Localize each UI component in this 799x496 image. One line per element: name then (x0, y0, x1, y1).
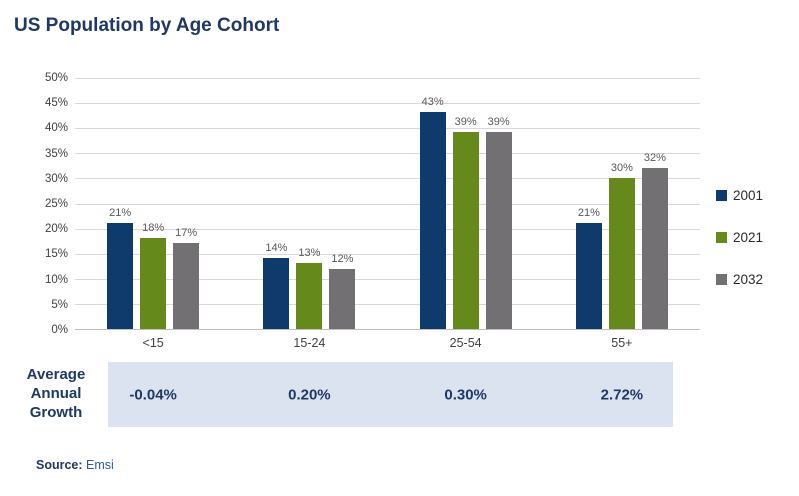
bar-value-label: 43% (421, 96, 444, 109)
legend-swatch-icon (716, 231, 727, 243)
bar-2032-25-54 (485, 132, 512, 329)
source-value: Emsi (86, 458, 114, 472)
bar-2032-<15 (173, 243, 200, 329)
y-tick-label: 45% (44, 97, 68, 110)
bar-value-label: 18% (142, 222, 165, 235)
bar-2021-15-24 (296, 263, 323, 329)
legend-label: 2001 (733, 187, 764, 203)
legend-swatch-icon (716, 189, 727, 201)
bar-value-label: 21% (109, 207, 132, 220)
bar-2021-25-54 (452, 132, 479, 329)
bar-2001-25-54 (419, 112, 446, 329)
bar-value-label: 12% (331, 252, 354, 265)
x-category-label: 25-54 (449, 336, 482, 350)
gridline (75, 127, 700, 129)
bar-value-label: 32% (643, 151, 666, 164)
gridline (75, 203, 700, 205)
growth-row-label: Average Annual Growth (26, 366, 86, 421)
legend: 2001 2021 2032 (716, 186, 763, 312)
gridline (75, 304, 700, 306)
bar-value-label: 17% (175, 227, 198, 240)
y-tick-label: 25% (44, 198, 68, 210)
legend-item-2032: 2032 (716, 270, 763, 288)
bar-value-label: 14% (265, 242, 288, 255)
y-axis-labels: 0% 5% 10% 15% 20% 25% 30% 35% 40% 45% 50% (28, 72, 68, 336)
y-tick-label: 30% (44, 172, 68, 185)
growth-band: -0.04% 0.20% 0.30% 2.72% (108, 362, 673, 427)
gridline (75, 153, 700, 155)
y-tick-label: 15% (44, 248, 68, 261)
y-tick-label: 0% (51, 324, 68, 336)
y-tick-label: 10% (44, 273, 68, 286)
x-category-label: 15-24 (293, 336, 326, 350)
bar-2032-15-24 (329, 268, 356, 329)
legend-swatch-icon (716, 273, 727, 285)
y-tick-label: 20% (44, 223, 68, 236)
legend-label: 2021 (733, 229, 764, 245)
bar-value-label: 39% (487, 116, 510, 129)
x-axis-labels: <15 15-24 25-54 55+ (75, 336, 700, 354)
gridline (75, 253, 700, 255)
bar-value-label: 39% (454, 116, 477, 129)
legend-item-2021: 2021 (716, 228, 763, 246)
bar-2001-15-24 (263, 258, 290, 329)
growth-value: 0.30% (444, 386, 487, 403)
source-label: Source: (36, 458, 83, 472)
gridline (75, 77, 700, 79)
y-tick-label: 40% (44, 122, 68, 135)
legend-label: 2032 (733, 271, 764, 287)
bar-value-label: 21% (577, 207, 600, 220)
chart-title: US Population by Age Cohort (14, 15, 280, 36)
bar-2032-55+ (641, 167, 668, 329)
source-note: Source: Emsi (36, 458, 114, 472)
bar-2021-<15 (140, 238, 167, 329)
legend-item-2001: 2001 (716, 186, 763, 204)
growth-value: 2.72% (600, 386, 644, 403)
plot-area: 21% 18% 17% 14% 13% 12% 43% 39% 39% 21% 30% 32% (75, 77, 700, 330)
bar-2001-55+ (575, 223, 602, 329)
x-category-label: <15 (142, 336, 164, 350)
gridline (75, 178, 700, 180)
growth-value: 0.20% (288, 386, 331, 403)
y-tick-label: 50% (44, 72, 68, 84)
y-tick-label: 35% (44, 147, 68, 160)
growth-value: -0.04% (129, 386, 177, 403)
gridline (75, 228, 700, 230)
bar-2021-55+ (608, 177, 635, 329)
gridline (75, 279, 700, 281)
y-tick-label: 5% (51, 298, 68, 311)
bar-value-label: 13% (298, 247, 321, 260)
gridline (75, 102, 700, 104)
x-category-label: 55+ (611, 336, 633, 350)
bar-value-label: 30% (610, 161, 633, 174)
bar-2001-<15 (107, 223, 134, 329)
